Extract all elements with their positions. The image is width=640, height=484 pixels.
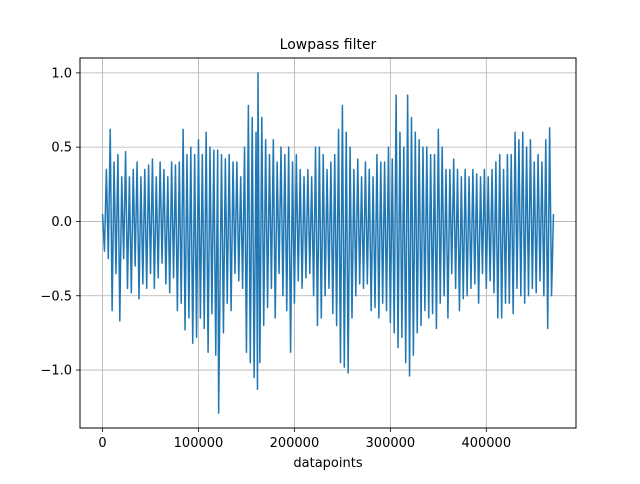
y-tick-label: 0.5 bbox=[51, 141, 72, 156]
x-tick-label: 0 bbox=[98, 436, 106, 451]
series-line-0 bbox=[101, 72, 555, 414]
chart-title: Lowpass filter bbox=[280, 37, 377, 53]
y-tick-label: 0.0 bbox=[51, 215, 72, 230]
x-tick-label: 300000 bbox=[366, 436, 416, 451]
plot-area bbox=[101, 72, 555, 414]
x-tick-label: 200000 bbox=[270, 436, 320, 451]
y-tick-label: −1.0 bbox=[40, 364, 72, 379]
axes-frame bbox=[79, 57, 577, 429]
y-tick-label: −0.5 bbox=[40, 289, 72, 304]
x-tick-label: 100000 bbox=[174, 436, 224, 451]
y-axis-ticks: −1.0 −0.5 0.0 0.5 1.0 bbox=[40, 66, 80, 379]
x-axis-ticks: 0 100000 200000 300000 400000 bbox=[98, 428, 511, 451]
y-tick-label: 1.0 bbox=[51, 66, 72, 81]
x-axis-label: datapoints bbox=[293, 456, 362, 471]
x-tick-label: 400000 bbox=[461, 436, 511, 451]
